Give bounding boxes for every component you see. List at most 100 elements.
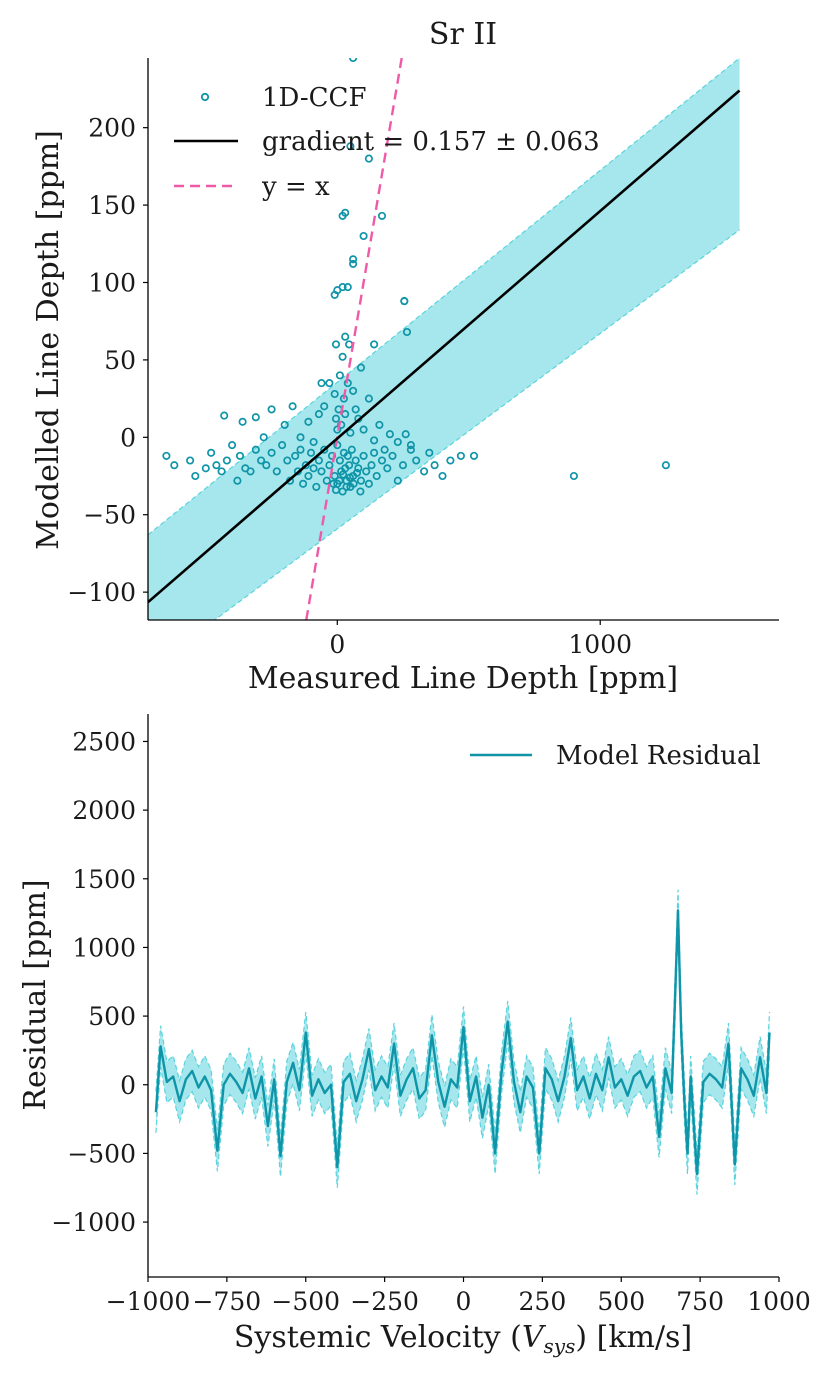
scatter-point: [267, 405, 276, 414]
scatter-point: [393, 437, 402, 447]
scatter-point: [299, 479, 308, 488]
confidence-band-upper-edge: [148, 58, 740, 536]
scatter-point: [359, 451, 368, 460]
scatter-point: [331, 414, 341, 423]
scatter-point: [335, 456, 344, 465]
legend-label-model-residual: Model Residual: [556, 741, 761, 771]
scatter-point: [325, 379, 334, 388]
scatter-point: [217, 467, 226, 476]
scatter-point: [349, 479, 358, 488]
bottom-y-tick-label: 2500: [72, 727, 136, 756]
scatter-point: [246, 467, 255, 476]
scatter-point: [349, 58, 358, 63]
scatter-point: [380, 445, 389, 454]
scatter-point: [220, 411, 229, 420]
scatter-point: [333, 286, 342, 295]
scatter-point: [317, 467, 326, 476]
scatter-point: [370, 340, 379, 349]
scatter-point: [364, 394, 373, 403]
bottom-y-tick-label: 0: [120, 1071, 136, 1100]
scatter-point: [320, 402, 329, 411]
bottom-x-tick-label: −750: [193, 1287, 262, 1316]
scatter-point: [398, 461, 408, 470]
scatter-point: [322, 476, 331, 485]
scatter-point: [170, 461, 179, 470]
scatter-point: [401, 430, 410, 439]
scatter-point: [400, 297, 409, 306]
scatter-point: [335, 371, 344, 380]
bottom-x-tick-label: 750: [676, 1287, 724, 1316]
fit-line: [148, 89, 741, 604]
scatter-point: [341, 332, 350, 341]
scatter-point: [343, 451, 352, 460]
scatter-point: [296, 445, 305, 454]
xlabel-suffix: ) [km/s]: [575, 1320, 692, 1355]
bottom-x-tick-label: −250: [350, 1287, 419, 1316]
top-x-tick-label: 1000: [568, 630, 632, 659]
residual-panel: −1000 −750 −500 −250 0 250 500 750 1000 −1000−50…: [18, 714, 811, 1358]
scatter-point: [406, 445, 415, 454]
bottom-x-tick-label: 500: [597, 1287, 645, 1316]
bottom-y-tick-label: 500: [88, 1002, 136, 1031]
scatter-point: [349, 255, 358, 264]
scatter-point: [385, 430, 394, 439]
scatter-point: [383, 464, 392, 473]
scatter-point: [309, 437, 318, 447]
scatter-point: [388, 451, 397, 460]
xlabel-prefix: Systemic Velocity (: [234, 1320, 522, 1355]
scatter-point: [280, 420, 289, 429]
bottom-x-tick-label: 250: [519, 1287, 567, 1316]
scatter-point: [278, 441, 287, 450]
scatter-point: [314, 456, 323, 465]
top-x-axis-label: Measured Line Depth [ppm]: [248, 661, 678, 696]
scatter-point: [351, 405, 360, 414]
scatter-point: [456, 451, 465, 460]
xlabel-sub: sys: [544, 1334, 576, 1358]
scatter-point: [342, 482, 351, 491]
scatter-point: [301, 461, 310, 470]
scatter-point: [235, 451, 245, 460]
scatter-point: [377, 211, 387, 220]
scatter-point: [406, 441, 415, 450]
scatter-point: [207, 448, 216, 457]
scatter-point: [469, 451, 479, 460]
scatter-panel: 0 1000 −100 −50 0 50 100 150 200 Sr II Measured…: [31, 17, 779, 696]
scatter-point: [325, 461, 334, 470]
scatter-point: [296, 433, 305, 442]
scatter-point: [377, 456, 387, 465]
top-x-ticks: 0 1000: [329, 620, 632, 659]
scatter-point: [251, 445, 260, 454]
scatter-point: [317, 379, 326, 388]
scatter-point: [212, 461, 221, 470]
confidence-band: [148, 58, 740, 620]
legend-label-identity: y = x: [261, 172, 330, 202]
top-y-tick-label: 200: [88, 114, 136, 143]
bottom-legend: Model Residual: [470, 741, 761, 771]
scatter-point: [370, 436, 379, 445]
scatter-point: [370, 448, 379, 457]
scatter-point: [420, 467, 429, 476]
scatter-point: [330, 389, 339, 399]
scatter-point: [412, 456, 421, 465]
scatter-point: [162, 451, 171, 460]
top-y-axis-label: Modelled Line Depth [ppm]: [31, 130, 66, 550]
scatter-point: [201, 464, 210, 473]
scatter-point: [349, 386, 358, 395]
scatter-point: [364, 154, 373, 163]
scatter-point: [283, 456, 292, 465]
top-y-tick-label: 0: [120, 423, 136, 452]
scatter-point: [267, 448, 276, 457]
scatter-point: [438, 471, 447, 481]
chart-title: Sr II: [429, 17, 497, 52]
scatter-point: [372, 471, 381, 481]
scatter-point: [359, 231, 368, 241]
bottom-y-tick-label: −500: [67, 1139, 136, 1168]
scatter-point: [257, 456, 266, 465]
scatter-point: [341, 208, 350, 217]
top-x-tick-label: 0: [329, 630, 345, 659]
legend-marker-1d-ccf: [200, 92, 210, 102]
scatter-point: [337, 420, 346, 429]
top-legend: 1D-CCF gradient = 0.157 ± 0.063 y = x: [174, 83, 600, 202]
scatter-point: [356, 487, 365, 496]
top-y-tick-label: 50: [104, 346, 136, 375]
